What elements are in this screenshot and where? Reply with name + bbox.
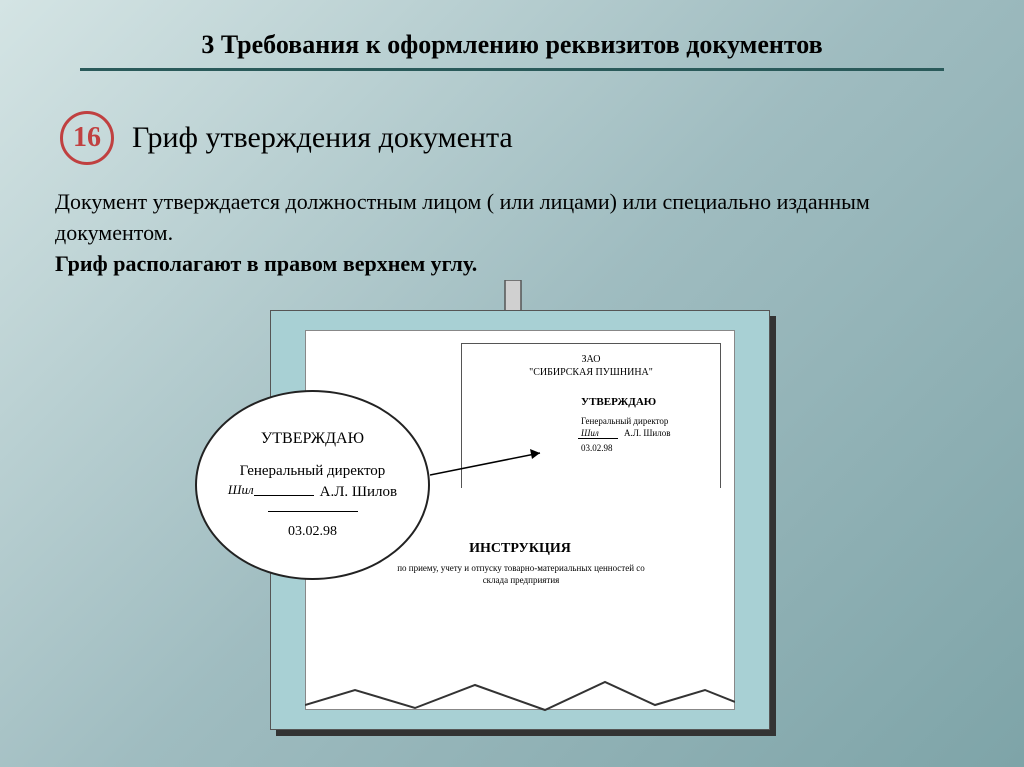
- zoom-date-line: [268, 511, 358, 512]
- doc-approve-label: УТВЕРЖДАЮ: [581, 396, 656, 408]
- zoom-director-label: Генеральный директор: [240, 463, 386, 480]
- heading-underline: [80, 68, 944, 71]
- diagram-container: ЗАО "СИБИРСКАЯ ПУШНИНА" УТВЕРЖДАЮ Генера…: [270, 310, 780, 740]
- body-line-1: Документ утверждается должностным лицом …: [55, 189, 870, 245]
- subheading-row: 16 Гриф утверждения документа: [0, 76, 1024, 175]
- body-line-2: Гриф располагают в правом верхнем углу.: [55, 251, 477, 276]
- heading-section: 3 Требования к оформлению реквизитов док…: [0, 0, 1024, 76]
- doc-director-label: Генеральный директор: [581, 416, 668, 426]
- doc-signature-line: [578, 438, 618, 439]
- subheading-text: Гриф утверждения документа: [132, 121, 513, 155]
- page-heading: 3 Требования к оформлению реквизитов док…: [60, 30, 964, 60]
- org-line-2: "СИБИРСКАЯ ПУШНИНА": [529, 367, 653, 378]
- torn-edge-icon: [305, 670, 735, 720]
- pointer-arrow-icon: [430, 445, 560, 490]
- zoom-signatory-name: А.Л. Шилов: [320, 484, 397, 501]
- body-text: Документ утверждается должностным лицом …: [0, 175, 1024, 284]
- zoom-approve-label: УТВЕРЖДАЮ: [261, 430, 364, 448]
- doc-signatory-name: А.Л. Шилов: [624, 428, 671, 438]
- zoom-signature-row: Шил А.Л. Шилов: [228, 484, 397, 501]
- zoom-signature-line: [254, 495, 314, 496]
- doc-subtitle: по приему, учету и отпуску товарно-матер…: [396, 563, 646, 586]
- org-name: ЗАО "СИБИРСКАЯ ПУШНИНА": [496, 353, 686, 379]
- zoom-signature: Шил: [228, 482, 254, 498]
- doc-date: 03.02.98: [581, 443, 613, 453]
- doc-signature: Шил: [581, 428, 599, 438]
- zoom-callout: УТВЕРЖДАЮ Генеральный директор Шил А.Л. …: [195, 390, 430, 580]
- item-number-circle: 16: [60, 111, 114, 165]
- zoom-date: 03.02.98: [288, 524, 337, 540]
- org-line-1: ЗАО: [582, 354, 601, 365]
